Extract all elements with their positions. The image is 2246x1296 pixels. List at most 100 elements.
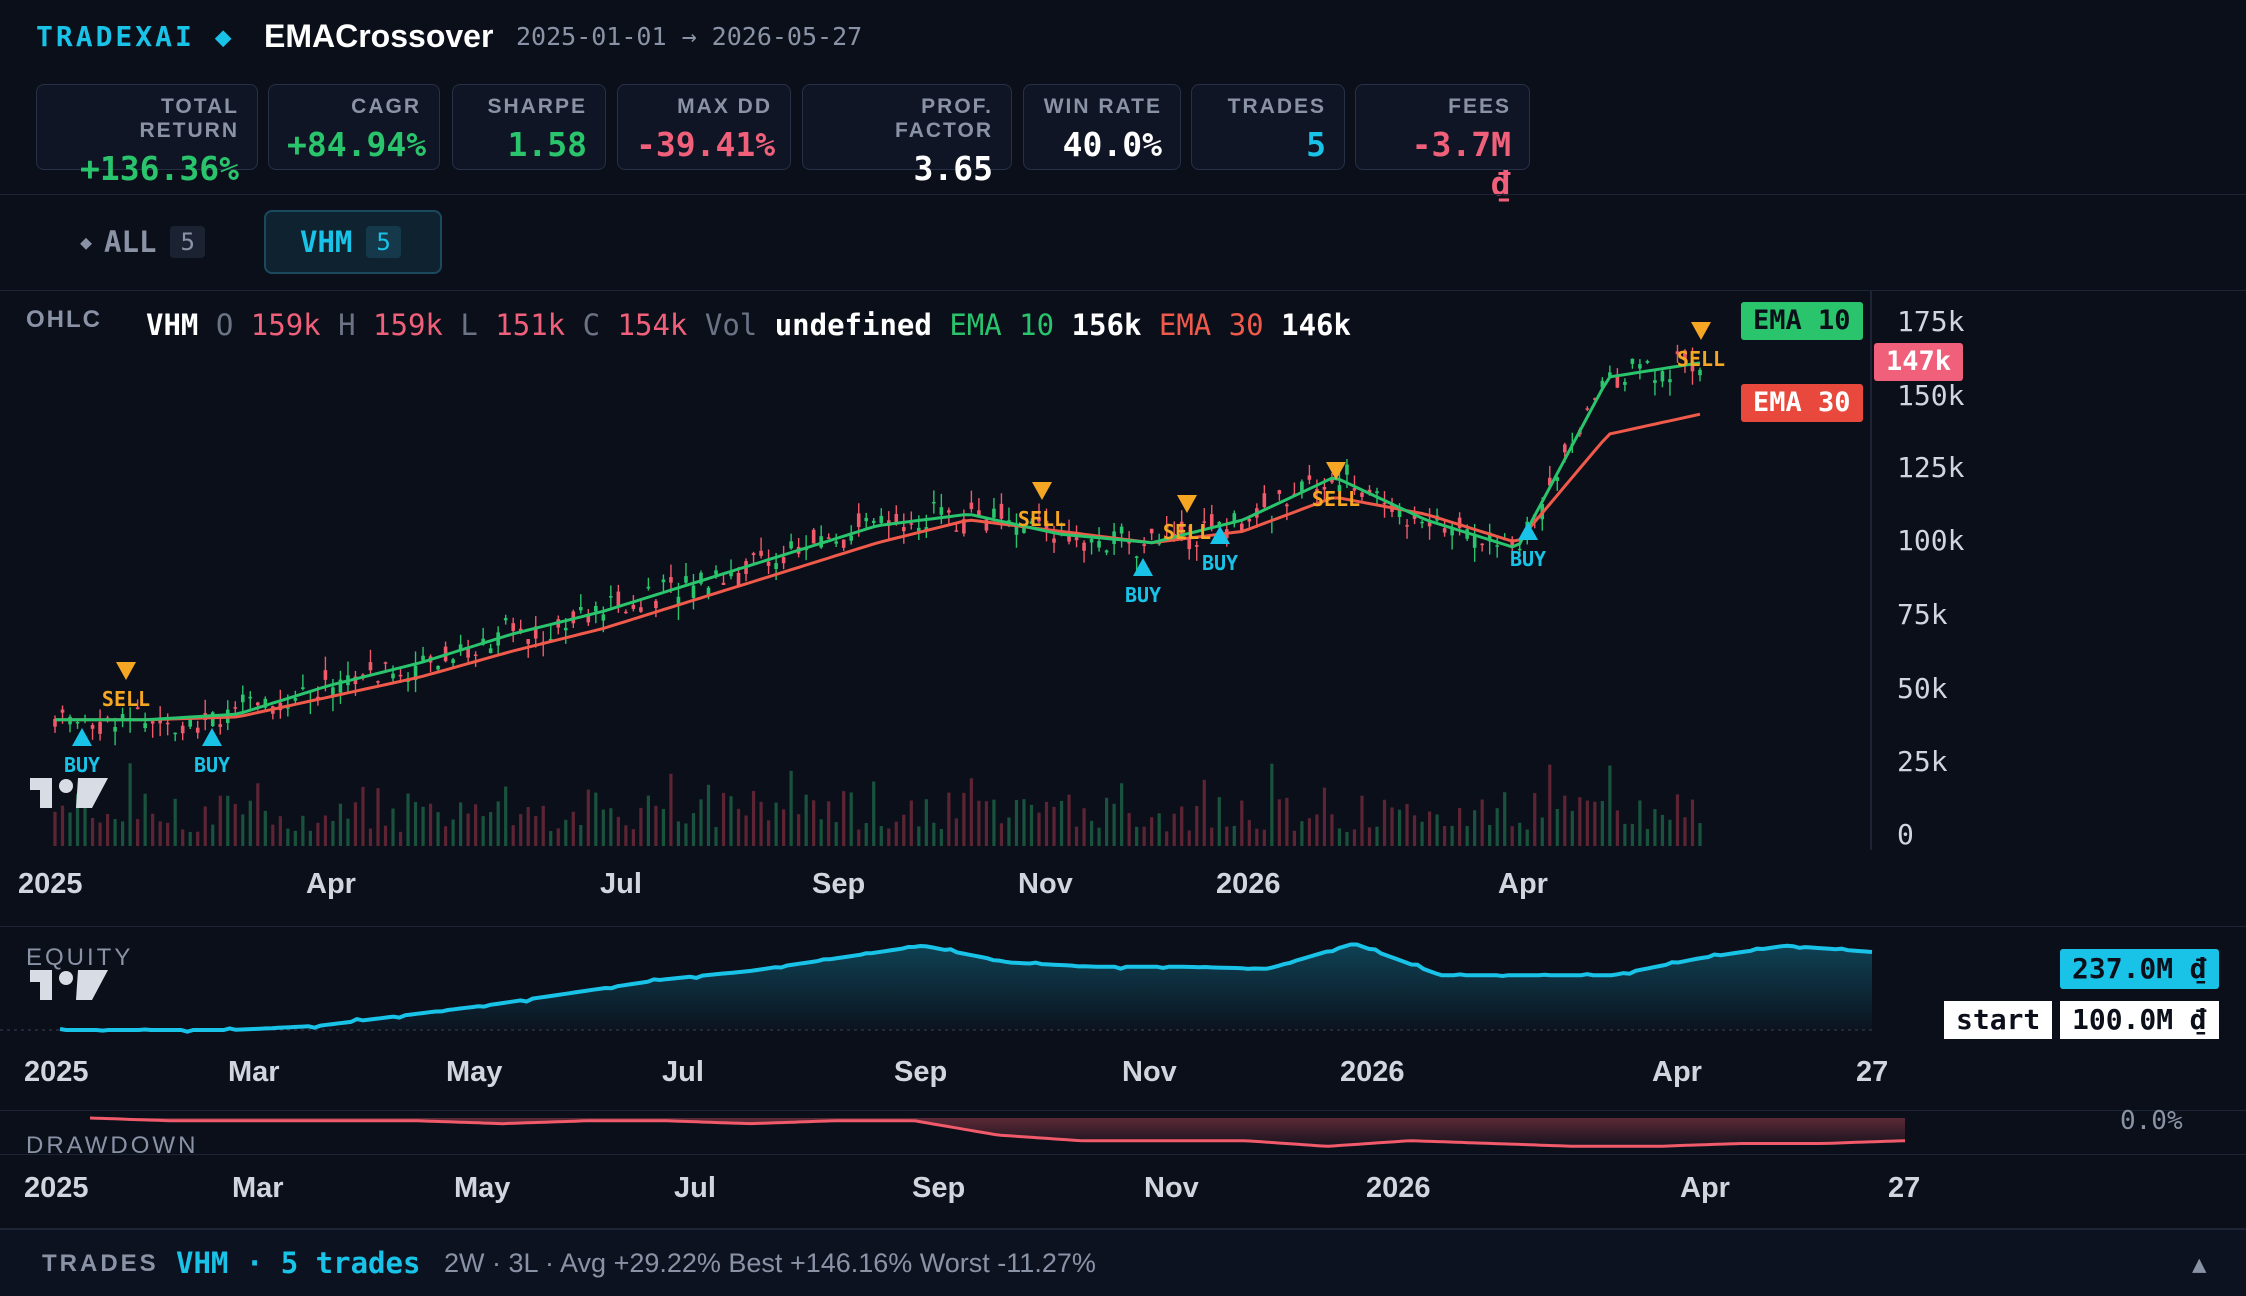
candle-body [1315, 489, 1319, 493]
volume-bars [53, 763, 1702, 846]
candle-body [1232, 513, 1237, 524]
candle-body [75, 722, 80, 724]
candle-body [1337, 485, 1342, 492]
volume-bar [962, 792, 966, 846]
volume-bar [699, 799, 703, 846]
volume-bar [909, 800, 913, 846]
buy-marker-icon [1518, 522, 1538, 540]
candle-body [706, 587, 711, 595]
volume-bar [939, 829, 943, 846]
trades-panel-bar[interactable]: TRADES VHM · 5 trades 2W · 3L · Avg +29.… [0, 1228, 2246, 1296]
metric-value: +84.94% [287, 125, 427, 164]
candle-body [533, 626, 538, 639]
volume-bar [1195, 805, 1199, 846]
drawdown-time-label: Mar [232, 1172, 284, 1204]
candle-body [691, 585, 696, 598]
candle-body [143, 723, 147, 729]
candle-body [1262, 493, 1267, 508]
volume-bar [75, 793, 80, 846]
header-divider [0, 194, 2246, 195]
expand-arrow-icon[interactable]: ▲ [2192, 1250, 2207, 1278]
candle-body [391, 673, 395, 679]
candle-body [60, 709, 65, 713]
candle-body [1645, 360, 1650, 363]
candle-body [992, 508, 996, 518]
volume-bar [1337, 828, 1342, 846]
candle-body [1307, 475, 1312, 480]
drawdown-time-label: Sep [912, 1172, 966, 1204]
candle-body [864, 517, 869, 522]
metric-label: PROF. FACTOR [895, 95, 993, 142]
price-axis-label: 175k [1897, 305, 1965, 338]
candle-body [984, 519, 989, 531]
volume-bar [661, 808, 666, 846]
tab-count-badge: 5 [170, 226, 205, 258]
sell-marker-label: SELL [1018, 507, 1066, 531]
volume-bar [98, 822, 102, 846]
trades-title: TRADES [42, 1250, 159, 1277]
candle-body [751, 553, 756, 556]
volume-bar [368, 828, 373, 846]
drawdown-chart[interactable] [0, 1110, 1910, 1154]
tab-vhm[interactable]: VHM 5 [264, 210, 442, 274]
candle-body [879, 515, 884, 523]
drawdown-time-label: 27 [1888, 1172, 1921, 1204]
price-chart[interactable]: BUY SELL BUY SELL BUY SELL BUY SELL BUY SELL [0, 290, 1872, 850]
volume-bar [1262, 829, 1266, 846]
candle-body [1690, 360, 1695, 372]
sell-marker-label: SELL [1677, 347, 1725, 371]
buy-marker-label: BUY [64, 753, 100, 777]
volume-bar [1420, 821, 1424, 846]
volume-bar [827, 801, 831, 846]
diamond-icon: ◆ [80, 230, 93, 254]
volume-bar [1458, 808, 1462, 846]
volume-bar [879, 826, 883, 846]
candle-body [526, 639, 531, 644]
drawdown-zero-label: 0.0% [2120, 1106, 2183, 1130]
legend-ema10-value: 156k [1071, 308, 1142, 342]
volume-bar [166, 822, 170, 846]
candle-body [1397, 508, 1402, 518]
volume-bar [1473, 810, 1477, 846]
candle-body [1044, 520, 1049, 529]
metric-label: CAGR [351, 95, 421, 118]
candle-body [849, 535, 854, 541]
candle-body [909, 523, 914, 525]
equity-time-label: Apr [1652, 1056, 1702, 1088]
candle-body [1615, 376, 1620, 388]
time-axis-label: Apr [306, 868, 356, 900]
drawdown-divider [0, 1110, 2246, 1111]
volume-bar [1555, 808, 1559, 846]
candle-body [894, 513, 899, 524]
buy-marker-label: BUY [1510, 547, 1546, 571]
equity-chart[interactable] [0, 930, 1880, 1040]
candle-body [917, 527, 921, 532]
candle-body [901, 527, 906, 532]
volume-bar [721, 792, 726, 846]
candles [53, 344, 1702, 746]
buy-marker-label: BUY [1125, 583, 1161, 607]
buy-marker-icon [72, 728, 92, 746]
volume-bar [902, 814, 906, 846]
candle-body [1623, 381, 1627, 385]
volume-bar [504, 786, 508, 846]
metric-value: 1.58 [507, 125, 587, 164]
volume-bar [594, 792, 598, 846]
candle-body [293, 698, 298, 701]
volume-bar [353, 802, 358, 846]
volume-bar [474, 804, 478, 846]
volume-bar [969, 778, 973, 846]
tab-all[interactable]: ◆ ALL 5 [64, 210, 221, 274]
drawdown-time-label: 2026 [1366, 1172, 1431, 1204]
equity-line [59, 942, 1873, 1034]
candle-body [1345, 464, 1349, 475]
volume-bar [534, 816, 538, 846]
volume-bar [383, 825, 388, 846]
candle-body [1360, 492, 1364, 497]
volume-bar [864, 823, 868, 846]
candle-body [789, 541, 793, 549]
drawdown-axis-divider [0, 1154, 2246, 1155]
volume-bar [428, 803, 433, 846]
volume-bar [1089, 820, 1094, 846]
volume-bar [1465, 826, 1469, 846]
